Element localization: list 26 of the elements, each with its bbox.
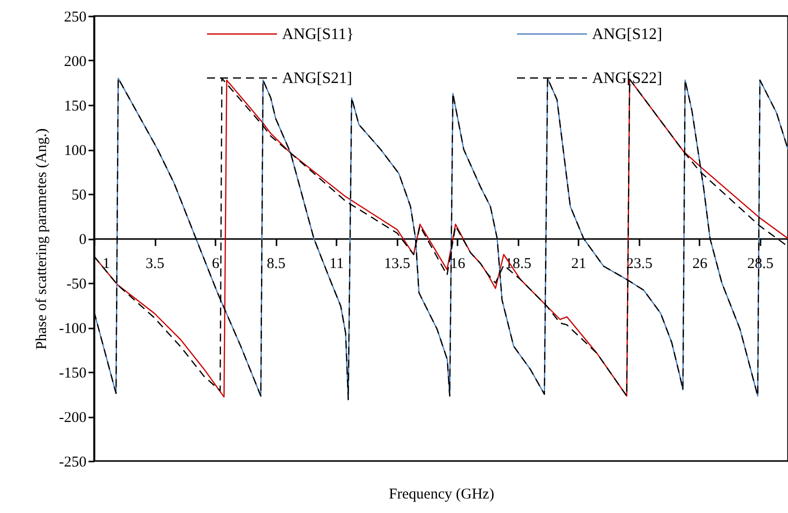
y-tick-label: 0 xyxy=(79,232,86,248)
y-tick-label: 50 xyxy=(72,188,86,204)
y-tick-label: 150 xyxy=(64,98,86,114)
x-tick-label: 3.5 xyxy=(146,256,164,272)
y-axis-title: Phase of scattering parametes (Ang.) xyxy=(34,128,50,350)
legend-label: ANG[S11} xyxy=(282,26,354,43)
y-tick-label: -200 xyxy=(59,410,86,426)
legend-label: ANG[S22] xyxy=(592,70,662,87)
x-tick-label: 6 xyxy=(212,256,220,272)
legend-label: ANG[S12] xyxy=(592,26,662,43)
y-tick-label: 200 xyxy=(64,54,86,70)
x-axis-title: Frequency (GHz) xyxy=(388,486,494,502)
y-tick-label: -250 xyxy=(59,454,86,470)
y-tick-label: -50 xyxy=(66,276,86,292)
y-tick-label: 250 xyxy=(64,10,86,26)
y-tick-label: -100 xyxy=(59,321,86,337)
x-tick-label: 16 xyxy=(450,256,466,272)
x-tick-label: 13.5 xyxy=(384,256,410,272)
x-tick-label: 26 xyxy=(692,256,708,272)
x-tick-label: 8.5 xyxy=(266,256,286,272)
x-tick-label: 1 xyxy=(102,256,110,272)
x-tick-label: 11 xyxy=(329,256,344,272)
y-tick-label: 100 xyxy=(64,143,86,159)
y-tick-label: -150 xyxy=(59,366,86,382)
legend-label: ANG[S21] xyxy=(282,70,352,87)
x-tick-label: 21 xyxy=(571,256,586,272)
